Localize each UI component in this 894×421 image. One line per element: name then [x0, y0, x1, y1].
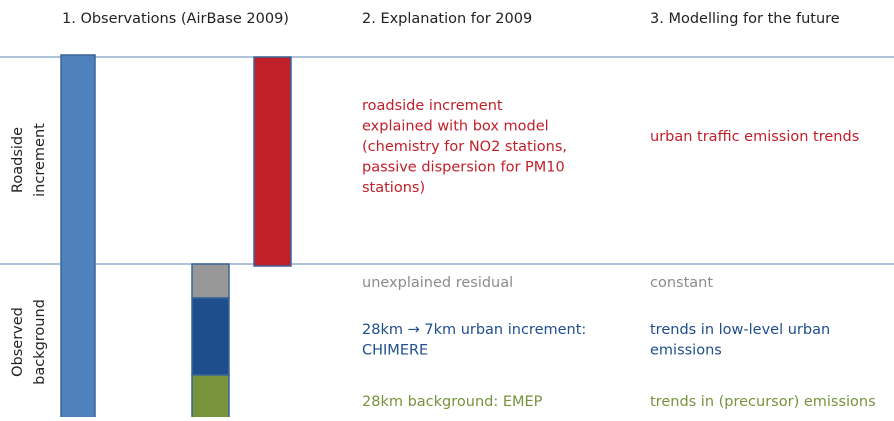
explanation-text: CHIMERE	[362, 343, 428, 359]
column-header: 3. Modelling for the future	[650, 11, 840, 27]
explanation-text: passive dispersion for PM10	[362, 160, 565, 176]
modelling-text: urban traffic emission trends	[650, 129, 859, 145]
explanation-text: 28km → 7km urban increment:	[362, 322, 586, 338]
modelling-text: constant	[650, 275, 713, 291]
urban-increment-bar	[191, 297, 230, 376]
labels: 1. Observations (AirBase 2009) 2. Explana…	[10, 11, 876, 410]
explanation-text: (chemistry for NO2 stations,	[362, 139, 567, 155]
row-label: Observed	[10, 307, 26, 377]
modelling-text: trends in low-level urban	[650, 322, 830, 338]
row-label: background	[32, 299, 48, 385]
roadside-bar	[253, 56, 292, 267]
column-header: 1. Observations (AirBase 2009)	[62, 11, 289, 27]
residual-bar	[191, 263, 230, 299]
explanation-text: unexplained residual	[362, 275, 513, 291]
row-label: increment	[32, 123, 48, 197]
background-bar	[191, 374, 230, 421]
explanation-text: roadside increment	[362, 98, 503, 114]
observation-bar	[60, 54, 96, 421]
row-label: Roadside	[10, 127, 26, 193]
modelling-text: emissions	[650, 343, 722, 359]
explanation-text: 28km background: EMEP	[362, 394, 543, 410]
column-header: 2. Explanation for 2009	[362, 11, 532, 27]
modelling-text: trends in (precursor) emissions	[650, 394, 876, 410]
explanation-text: stations)	[362, 180, 425, 196]
explanation-text: explained with box model	[362, 119, 549, 135]
